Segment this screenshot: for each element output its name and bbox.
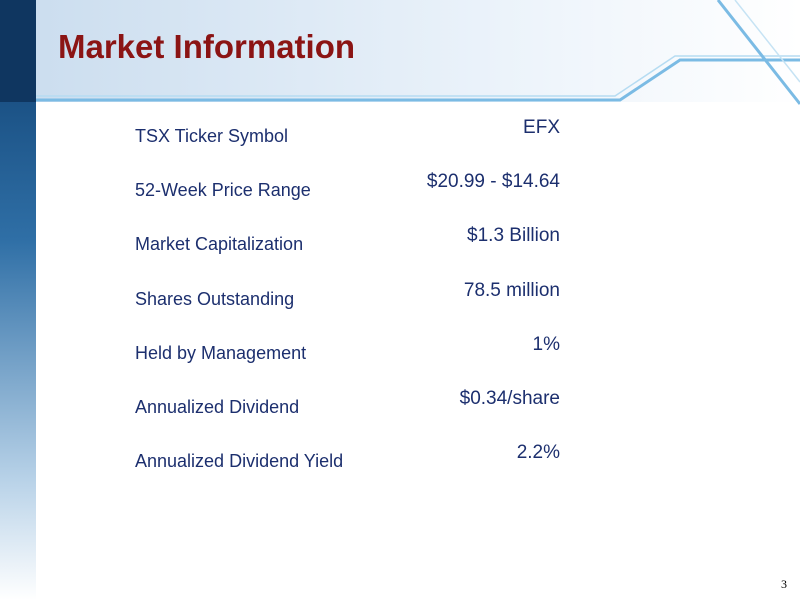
info-label: Annualized Dividend Yield [135,451,344,472]
header-diagonal [716,0,800,105]
info-row: Annualized Dividend Yield 2.2% [135,442,560,472]
info-row: 52-Week Price Range $20.99 - $14.64 [135,171,560,201]
info-label: Held by Management [135,342,307,363]
info-row: Annualized Dividend $0.34/share [135,388,560,418]
info-label: 52-Week Price Range [135,180,311,201]
info-value: $1.3 Billion [467,225,560,247]
info-row: TSX Ticker Symbol EFX [135,117,560,147]
info-label: Annualized Dividend [135,397,300,417]
info-row: Shares Outstanding 78.5 million [135,280,560,310]
info-value: 2.2% [516,442,560,464]
header-line [36,55,800,97]
header-line [36,58,800,102]
info-value: EFX [523,117,560,138]
info-label: Market Capitalization [135,234,304,255]
page-number: 3 [781,577,787,591]
info-label: TSX Ticker Symbol [135,126,289,146]
side-bar-top [0,0,36,102]
info-label: Shares Outstanding [135,288,295,309]
info-value: 1% [532,333,560,355]
header-band [0,0,800,102]
info-value: $20.99 - $14.64 [426,171,560,193]
info-value: $0.34/share [459,388,560,409]
header-diagonal [734,0,800,83]
info-row: Market Capitalization $1.3 Billion [135,225,560,255]
info-value: 78.5 million [463,279,560,301]
info-row: Held by Management 1% [135,334,560,364]
slide-title: Market Information [58,28,356,65]
